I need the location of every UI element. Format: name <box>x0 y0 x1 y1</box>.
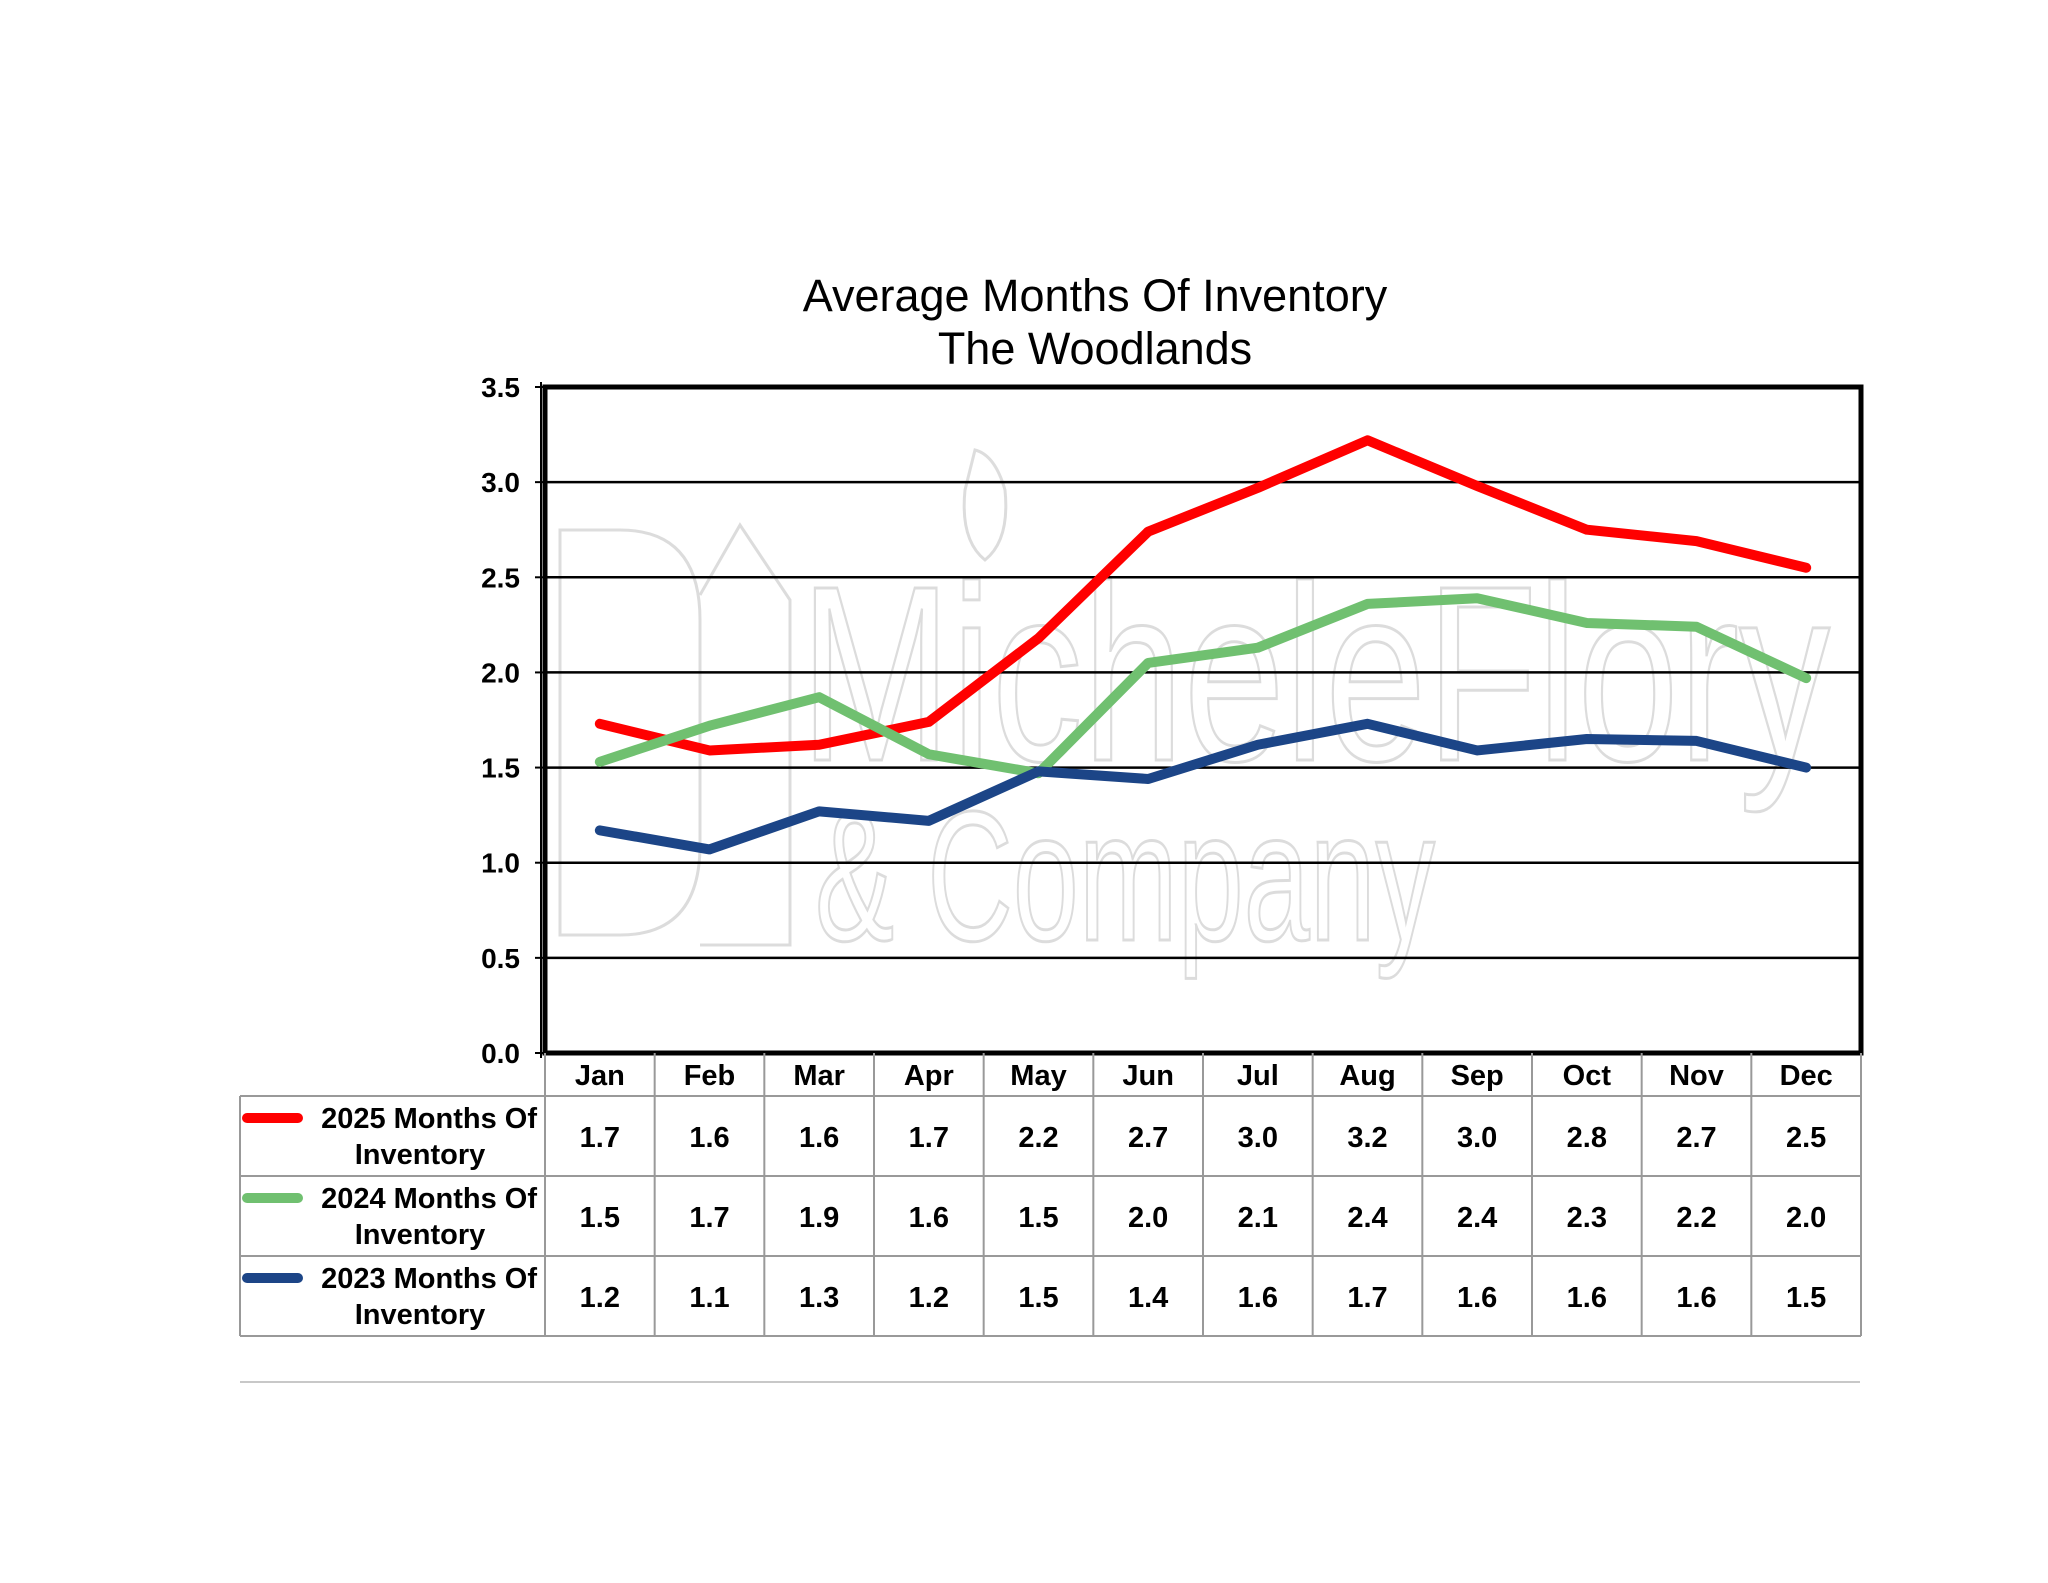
table-cell: 1.6 <box>1238 1282 1278 1314</box>
table-cell: 3.0 <box>1457 1122 1497 1154</box>
table-cell: 2.7 <box>1128 1122 1168 1154</box>
y-tick-label: 1.0 <box>481 848 520 879</box>
table-cell: 1.3 <box>799 1282 839 1314</box>
y-tick-label: 2.5 <box>481 562 520 593</box>
category-label: Dec <box>1780 1060 1833 1092</box>
y-axis: 0.0 0.5 1.0 1.5 2.0 2.5 3.0 3.5 <box>481 372 545 1069</box>
series-lines <box>594 435 1812 855</box>
chart-title: Average Months Of Inventory <box>803 270 1388 321</box>
series-line-2 <box>594 718 1812 855</box>
table-cell: 1.7 <box>1347 1282 1387 1314</box>
table-cell: 1.6 <box>689 1122 729 1154</box>
category-label: May <box>1010 1060 1066 1092</box>
table-cell: 1.7 <box>580 1122 620 1154</box>
table-cell: 2.0 <box>1128 1202 1168 1234</box>
series-name: 2024 Months Of <box>321 1183 537 1215</box>
table-cell: 2.2 <box>1018 1122 1058 1154</box>
series-name: Inventory <box>355 1219 486 1251</box>
table-cell: 1.4 <box>1128 1282 1168 1314</box>
category-label: Feb <box>684 1060 736 1092</box>
y-tick-label: 0.5 <box>481 943 520 974</box>
table-cell: 3.2 <box>1347 1122 1387 1154</box>
category-label: Jun <box>1122 1060 1174 1092</box>
series-line-1 <box>594 593 1812 779</box>
table-cell: 1.6 <box>1676 1282 1716 1314</box>
table-cell: 2.1 <box>1238 1202 1278 1234</box>
table-cell: 2.5 <box>1786 1122 1826 1154</box>
table-cell: 2.2 <box>1676 1202 1716 1234</box>
chart-subtitle: The Woodlands <box>938 323 1252 374</box>
table-cell: 1.1 <box>689 1282 729 1314</box>
y-tick-label: 1.5 <box>481 753 520 784</box>
series-name: Inventory <box>355 1299 486 1331</box>
category-label: Nov <box>1669 1060 1724 1092</box>
series-name: Inventory <box>355 1139 486 1171</box>
series-name: 2025 Months Of <box>321 1103 537 1135</box>
y-tick-label: 3.5 <box>481 372 520 403</box>
table-cell: 1.9 <box>799 1202 839 1234</box>
category-label: Mar <box>793 1060 845 1092</box>
table-cell: 3.0 <box>1238 1122 1278 1154</box>
table-cell: 2.8 <box>1567 1122 1607 1154</box>
table-cell: 1.6 <box>909 1202 949 1234</box>
table-cell: 1.7 <box>689 1202 729 1234</box>
category-label: Apr <box>904 1060 954 1092</box>
table-cell: 2.7 <box>1676 1122 1716 1154</box>
series-name: 2023 Months Of <box>321 1263 537 1295</box>
table-cell: 2.0 <box>1786 1202 1826 1234</box>
table-cell: 1.5 <box>1786 1282 1826 1314</box>
table-cell: 2.4 <box>1457 1202 1497 1234</box>
table-cell: 2.4 <box>1347 1202 1387 1234</box>
category-label: Oct <box>1563 1060 1612 1092</box>
category-label: Sep <box>1451 1060 1504 1092</box>
y-tick-label: 2.0 <box>481 657 520 688</box>
table-cell: 1.2 <box>909 1282 949 1314</box>
data-table: Jan Feb Mar Apr May Jun Jul Aug Sep Oct Nov Dec 2025… <box>239 1053 1862 1337</box>
table-cell: 1.2 <box>580 1282 620 1314</box>
category-label: Jan <box>575 1060 625 1092</box>
table-cell: 1.5 <box>1018 1282 1058 1314</box>
category-label: Aug <box>1339 1060 1395 1092</box>
table-cell: 1.6 <box>799 1122 839 1154</box>
table-cell: 2.3 <box>1567 1202 1607 1234</box>
table-cell: 1.5 <box>1018 1202 1058 1234</box>
table-cell: 1.5 <box>580 1202 620 1234</box>
table-cell: 1.6 <box>1457 1282 1497 1314</box>
category-label: Jul <box>1237 1060 1279 1092</box>
table-cell: 1.6 <box>1567 1282 1607 1314</box>
y-tick-label: 0.0 <box>481 1038 520 1069</box>
series-line-0 <box>594 435 1812 756</box>
y-tick-label: 3.0 <box>481 467 520 498</box>
table-cell: 1.7 <box>909 1122 949 1154</box>
watermark-line2: & Company <box>815 774 1435 980</box>
